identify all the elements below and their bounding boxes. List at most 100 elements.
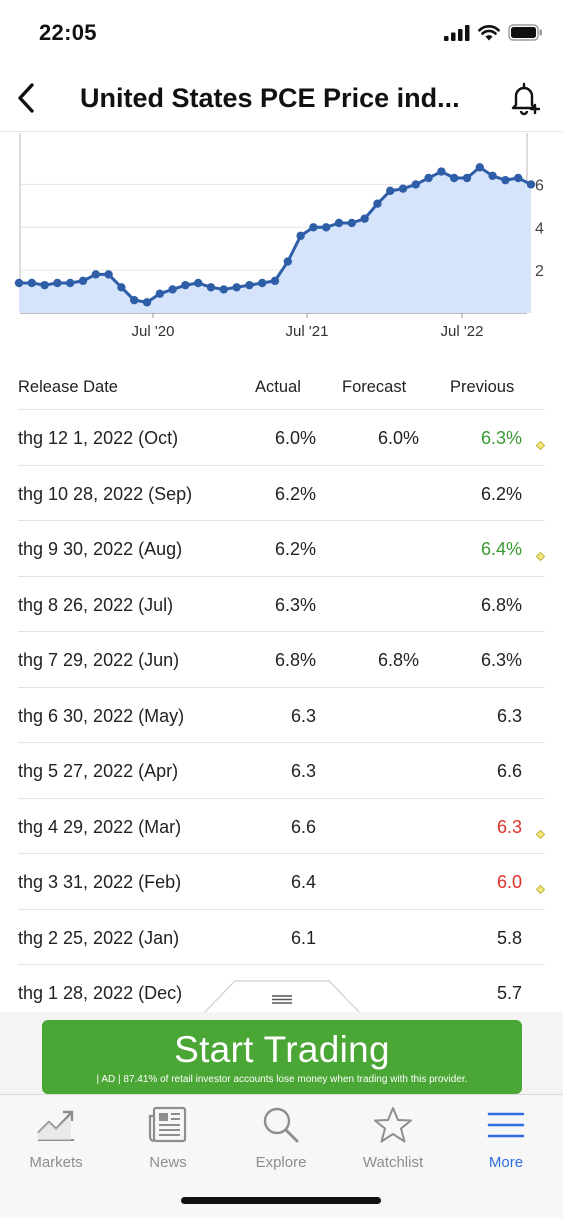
chart-data-point (283, 257, 292, 266)
revised-diamond-icon (536, 712, 545, 721)
chart-data-point (40, 280, 49, 290)
previous-value: 6.6 (496, 761, 522, 781)
actual-value: 6.8% (274, 650, 316, 670)
previous-value: 6.2% (480, 483, 522, 504)
revised-diamond-icon (536, 656, 545, 665)
drawer-handle[interactable] (201, 980, 363, 1015)
actual-value: 6.4 (290, 872, 316, 892)
chart-data-point (309, 223, 318, 232)
chart-data-point (245, 280, 254, 290)
previous-value: 6.4% (480, 539, 522, 559)
actual-value: 6.3 (290, 705, 316, 726)
chart-data-point (258, 278, 267, 288)
tab-label: Explore (255, 1154, 307, 1171)
revised-diamond-icon (536, 989, 545, 998)
revised-diamond-icon (536, 490, 545, 499)
chart-data-point (514, 173, 523, 183)
table-row: thg 12 1, 2022 (Oct) 6.0% 6.0% 6.3% (18, 410, 546, 466)
chart-svg[interactable]: 2 4 6 Jul '20 Jul '21 Jul '22 (0, 133, 563, 348)
status-time: 22:05 (39, 20, 97, 45)
chart-data-point (386, 186, 395, 196)
actual-value: 6.3 (290, 761, 316, 781)
battery-icon (508, 24, 542, 41)
page-title: United States PCE Price ind... (80, 83, 460, 113)
chart-data-point (91, 270, 101, 279)
search-icon (263, 1107, 299, 1143)
tab-markets[interactable]: Markets (0, 1103, 112, 1171)
tab-more[interactable]: More (450, 1103, 562, 1171)
header-release-date: Release Date (18, 378, 118, 396)
release-date: thg 3 31, 2022 (Feb) (18, 872, 182, 892)
tab-explore[interactable]: Explore (225, 1103, 337, 1171)
drag-handle-icon (201, 980, 363, 1015)
pce-chart[interactable]: 2 4 6 Jul '20 Jul '21 Jul '22 (0, 133, 563, 348)
chart-data-point (334, 218, 344, 228)
previous-value: 6.0 (496, 872, 522, 892)
release-table: Release Date Actual Forecast Previous th… (18, 362, 546, 1021)
status-bar: 22:05 (0, 0, 563, 66)
chart-data-point (219, 285, 228, 294)
revised-diamond-icon (536, 934, 545, 943)
tab-news[interactable]: News (112, 1103, 224, 1171)
release-date: thg 12 1, 2022 (Oct) (18, 428, 179, 448)
table-body: thg 12 1, 2022 (Oct) 6.0% 6.0% 6.3% thg … (18, 410, 546, 1021)
table-row: thg 3 31, 2022 (Feb) 6.4 6.0 (18, 854, 546, 910)
previous-value: 6.3 (496, 816, 522, 837)
home-indicator (181, 1197, 381, 1204)
revised-diamond-icon (535, 434, 546, 451)
table-row: thg 9 30, 2022 (Aug) 6.2% 6.4% (18, 521, 546, 577)
actual-value: 6.6 (290, 816, 316, 837)
chart-data-point (142, 298, 152, 307)
table-row: thg 2 25, 2022 (Jan) 6.1 5.8 (18, 910, 545, 965)
cellular-signal-icon (444, 24, 470, 41)
chart-data-point (181, 280, 190, 290)
chart-data-point (53, 278, 62, 288)
chart-data-point (526, 180, 536, 189)
actual-value: 6.0% (274, 428, 316, 448)
y-tick-label: 6 (535, 177, 544, 194)
chart-data-point (411, 180, 420, 189)
markets-chart-icon (37, 1110, 74, 1141)
actual-value: 6.3% (274, 594, 316, 615)
chart-data-point (104, 270, 113, 279)
chart-data-point (373, 199, 382, 208)
previous-value: 6.3% (480, 650, 522, 670)
tab-watchlist[interactable]: Watchlist (337, 1103, 449, 1171)
release-date: thg 6 30, 2022 (May) (18, 705, 185, 726)
ad-disclaimer: | AD | 87.41% of retail investor account… (96, 1074, 468, 1085)
ad-title: Start Trading (174, 1029, 390, 1070)
tab-label: Markets (29, 1154, 83, 1171)
previous-value: 5.8 (496, 927, 522, 948)
chart-data-point (450, 173, 459, 183)
table-row: thg 10 28, 2022 (Sep) 6.2% 6.2% (18, 466, 545, 521)
x-tick-label: Jul '22 (441, 323, 484, 340)
previous-value: 5.7 (496, 983, 522, 1003)
chart-data-point (437, 167, 446, 176)
forecast-value: 6.0% (377, 428, 419, 448)
chart-data-point (117, 283, 126, 292)
chart-data-point (232, 283, 241, 292)
star-icon (374, 1107, 412, 1143)
release-date: thg 5 27, 2022 (Apr) (18, 761, 179, 781)
table-row: thg 4 29, 2022 (Mar) 6.6 6.3 (18, 799, 546, 854)
chart-data-point (194, 278, 203, 288)
chart-data-point (130, 295, 139, 305)
status-icons (444, 24, 543, 41)
back-button[interactable] (8, 80, 44, 116)
table-header: Release Date Actual Forecast Previous (18, 362, 545, 410)
chart-data-point (398, 184, 408, 193)
header: United States PCE Price ind... (0, 66, 563, 132)
start-trading-button[interactable]: Start Trading | AD | 87.41% of retail in… (42, 1020, 522, 1094)
y-tick-label: 4 (535, 220, 544, 237)
chart-data-point (347, 218, 356, 228)
chart-data-point (424, 173, 433, 183)
add-alert-button[interactable] (507, 80, 543, 116)
chart-data-point (206, 283, 216, 292)
actual-value: 6.1 (290, 927, 316, 948)
chart-data-point (360, 214, 369, 223)
chart-data-point (168, 285, 177, 294)
previous-value: 6.3% (480, 428, 522, 448)
release-date: thg 8 26, 2022 (Jul) (18, 594, 174, 615)
tab-label: Watchlist (362, 1154, 424, 1171)
table-row: thg 8 26, 2022 (Jul) 6.3% 6.8% (18, 577, 545, 632)
